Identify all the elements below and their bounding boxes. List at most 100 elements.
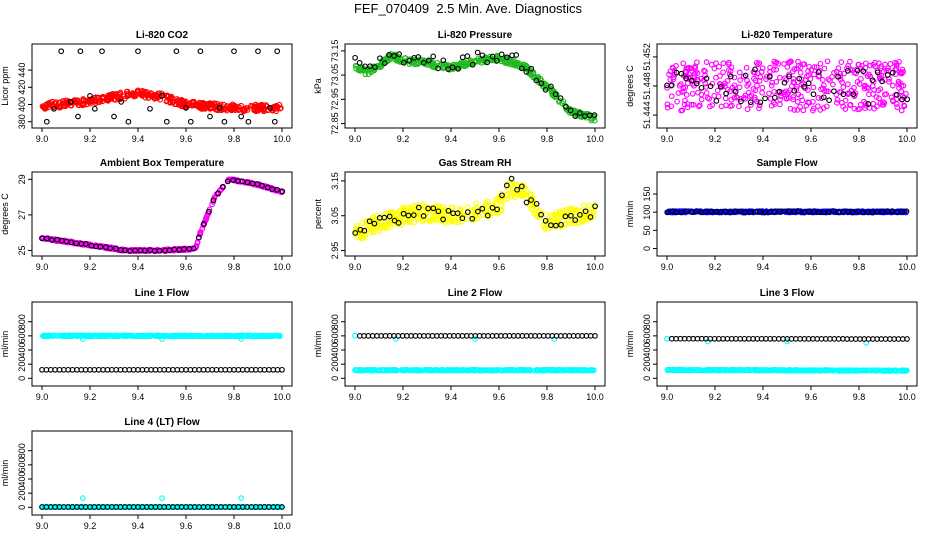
data-point [114,94,121,101]
data-point [474,49,481,56]
data-point [459,54,466,61]
x-tick-label: 9.8 [853,262,866,272]
x-tick-label: 9.6 [805,262,818,272]
data-point [446,219,453,225]
data-point [117,89,124,96]
data-point [182,101,188,108]
data-point [415,54,422,60]
data-point [759,84,766,91]
data-point [715,93,722,100]
data-point [694,76,701,83]
x-tick-label: 9.6 [180,392,193,402]
data-point [776,101,783,108]
panel-title: Line 3 Flow [760,288,815,299]
y-tick-label: 440 [17,63,27,78]
data-point [523,69,530,75]
data-point [238,495,245,501]
data-point [147,105,153,112]
data-point [824,58,831,65]
data-point [755,61,761,68]
data-point [563,103,569,110]
x-tick-label: 9.4 [757,392,770,402]
data-point [473,57,480,64]
data-point [58,48,65,55]
data-point [714,87,721,94]
data-point [736,84,743,91]
data-point [571,107,577,114]
data-point [167,96,174,102]
data-point [459,62,466,69]
data-point [267,105,274,112]
data-point [542,85,549,91]
data-point [677,81,684,87]
data-point [750,86,757,92]
panel-title: Li-820 Temperature [741,30,833,41]
series-primary [39,176,285,255]
data-point [801,61,808,67]
data-point [880,68,887,75]
data-point [720,60,727,67]
y-axis-label: ml/min [313,331,323,358]
data-point [107,245,114,252]
data-point [831,88,837,95]
x-tick-label: 9.2 [397,134,410,144]
data-point [791,87,798,94]
data-point [784,64,791,70]
data-point [728,96,735,103]
series-primary [664,335,910,374]
data-point [762,95,768,102]
data-point [187,118,194,125]
data-point [197,48,204,55]
data-point [674,98,680,105]
data-point [381,224,388,231]
y-axis-label: ml/min [625,331,635,358]
data-point [271,118,278,125]
data-point [216,105,223,111]
data-point [572,219,578,226]
series-secondary [43,48,281,125]
data-point [716,63,722,70]
data-point [901,102,907,109]
data-point [397,207,404,213]
data-point [226,105,233,112]
data-point [745,89,752,96]
y-axis-label: degrees C [625,65,635,107]
data-point [267,105,273,111]
data-point [359,220,366,226]
data-point [691,73,697,79]
data-point [558,210,565,217]
data-point [190,245,197,252]
data-point [756,105,762,112]
x-tick-label: 10.0 [586,262,604,272]
data-point [757,74,764,80]
data-point [789,83,795,89]
data-point [851,84,857,91]
data-point [52,237,59,244]
data-point [455,63,462,70]
y-tick-label: 2.95 [330,242,340,260]
data-point [869,77,876,84]
series-secondary [664,66,911,107]
data-point [420,60,427,66]
data-point [773,59,780,66]
data-point [591,112,598,118]
x-tick-label: 9.8 [541,262,554,272]
data-point [688,65,695,72]
data-point [445,66,451,72]
data-point [810,98,816,105]
data-point [213,106,220,113]
data-point [806,63,812,70]
series-secondary [668,335,910,342]
data-point [435,65,441,72]
x-tick-label: 10.0 [273,134,291,144]
data-point [889,82,896,89]
x-tick-label: 9.8 [541,392,554,402]
data-point [567,205,574,211]
y-tick-label: 72.95 [330,88,340,111]
data-point [258,102,265,109]
x-tick-label: 9.0 [36,134,49,144]
x-tick-label: 10.0 [273,392,291,402]
